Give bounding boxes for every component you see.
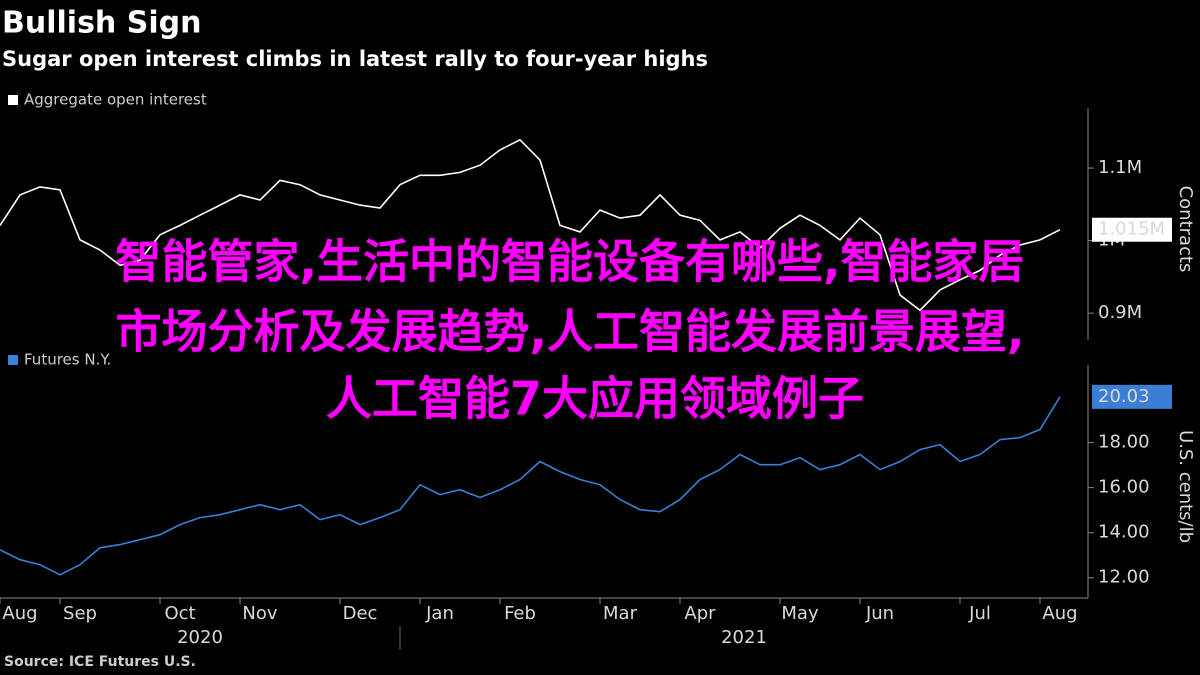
overlay-text: 人工智能7大应用领域例子 (326, 372, 864, 426)
legend-swatch (8, 95, 18, 105)
y-tick-label: 18.00 (1098, 432, 1150, 453)
y-tick-label: 16.00 (1098, 477, 1150, 498)
source: Source: ICE Futures U.S. (4, 654, 196, 670)
x-tick-label: Sep (63, 603, 97, 624)
x-tick-label: Nov (242, 603, 277, 624)
y-tick-label: 14.00 (1098, 522, 1150, 543)
year-label: 2021 (721, 627, 767, 648)
y-tick-label: 1.1M (1098, 157, 1142, 178)
y-axis-label: U.S. cents/lb (1175, 430, 1196, 543)
x-tick-label: Jul (968, 603, 991, 624)
y-tick-label: 0.9M (1098, 302, 1142, 323)
year-label: 2020 (177, 627, 223, 648)
chart-title: Bullish Sign (2, 6, 201, 41)
legend-label: Aggregate open interest (24, 91, 207, 109)
x-tick-label: May (781, 603, 819, 624)
x-tick-label: Aug (1042, 603, 1077, 624)
x-tick-label: Apr (684, 603, 716, 624)
x-tick-label: Feb (504, 603, 536, 624)
last-value-box (1092, 217, 1172, 242)
line-series (0, 396, 1061, 576)
x-tick-label: Oct (164, 603, 195, 624)
chart-subtitle: Sugar open interest climbs in latest ral… (2, 47, 708, 71)
last-value-label: 20.03 (1098, 386, 1150, 407)
legend-swatch (8, 355, 18, 365)
x-tick-label: Jun (865, 603, 894, 624)
legend-label: Futures N.Y. (24, 351, 111, 369)
y-tick-label: 12.00 (1098, 567, 1150, 588)
overlay-text: 智能管家,生活中的智能设备有哪些,智能家居 (116, 235, 1025, 289)
last-value-box (1092, 384, 1172, 409)
last-value-label: 1.015M (1098, 219, 1165, 240)
overlay-text: 市场分析及发展趋势,人工智能发展前景展望, (116, 305, 1025, 359)
x-tick-label: Mar (603, 603, 638, 624)
x-tick-label: Dec (343, 603, 378, 624)
line-series (0, 138, 1061, 312)
x-tick-label: Jan (425, 603, 454, 624)
y-axis-label: Contracts (1175, 186, 1196, 273)
x-tick-label: Aug (2, 603, 37, 624)
